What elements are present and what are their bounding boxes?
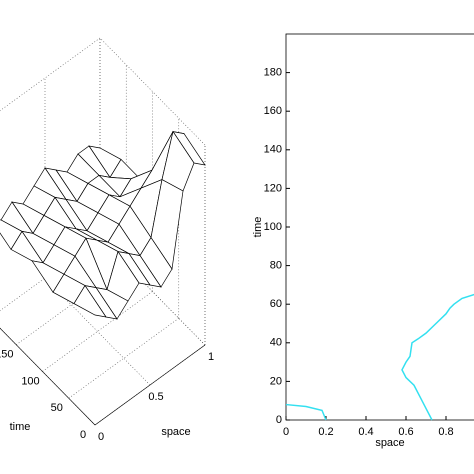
y-tick-label: 100 (264, 221, 282, 233)
x-tick-label: 0 (98, 431, 104, 443)
y-tick-label: 0 (276, 414, 282, 426)
y-tick-label: 140 (264, 144, 282, 156)
grid-line (0, 327, 96, 426)
box-edge (99, 37, 206, 146)
mesh-cell (73, 284, 107, 318)
surface-xlabel: space (161, 426, 190, 438)
y-tick-label: 120 (264, 182, 282, 194)
y-tick-label: 50 (51, 402, 63, 414)
axis-line (94, 344, 206, 426)
y-tick-label: 100 (21, 375, 39, 387)
line-ylabel: time (252, 217, 264, 238)
y-tick-label: 80 (270, 260, 282, 272)
grid-line (99, 237, 206, 346)
surface-ylabel: time (10, 421, 31, 433)
axis-line (0, 327, 96, 426)
x-tick-label: 0.8 (438, 426, 453, 438)
y-tick-label: 40 (270, 337, 282, 349)
x-tick-label: 0.5 (148, 391, 163, 403)
line (285, 293, 474, 421)
line-xlabel: space (375, 437, 404, 449)
x-tick-label: 0.4 (358, 426, 373, 438)
grid-line (44, 277, 151, 386)
x-tick-label: 0.6 (398, 426, 413, 438)
y-tick-label: 150 (0, 349, 13, 361)
y-tick-label: 180 (264, 67, 282, 79)
box-edge (0, 37, 101, 112)
y-tick-label: 60 (270, 298, 282, 310)
grid-line (68, 318, 179, 399)
x-tick-label: 1 (208, 351, 214, 363)
y-tick-label: 160 (264, 105, 282, 117)
y-tick-label: 20 (270, 375, 282, 387)
y-tick-label: 0 (80, 429, 86, 441)
x-tick-label: 0 (283, 426, 289, 438)
x-tick-label: 0.2 (318, 426, 333, 438)
plot-frame (285, 33, 474, 421)
